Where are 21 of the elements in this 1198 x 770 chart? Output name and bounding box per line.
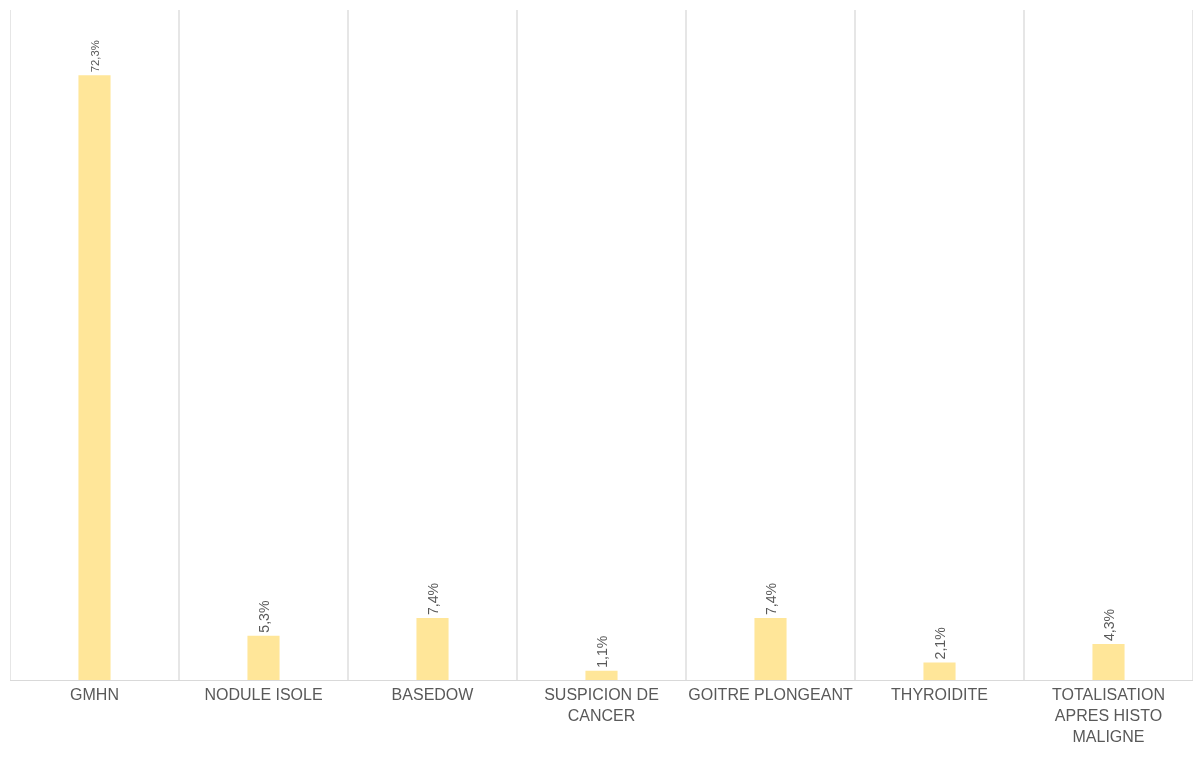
x-tick-label: SUSPICION DE CANCER bbox=[544, 686, 659, 724]
bar bbox=[416, 618, 449, 680]
bar bbox=[247, 635, 280, 680]
data-label: 1,1% bbox=[593, 635, 610, 668]
x-tick-label: NODULE ISOLE bbox=[204, 686, 323, 704]
x-tick-label: GMHN bbox=[70, 686, 119, 704]
x-tick-label: THYROIDITE bbox=[891, 686, 988, 704]
bar bbox=[754, 618, 787, 680]
data-label: 5,3% bbox=[255, 600, 272, 633]
data-label: 4,3% bbox=[1100, 608, 1117, 642]
x-tick-label: GOITRE PLONGEANT bbox=[688, 686, 853, 704]
x-tick-label: TOTALISATION APRES HISTO MALIGNE bbox=[1052, 686, 1165, 745]
x-tick-label: BASEDOW bbox=[391, 686, 475, 704]
bar bbox=[585, 670, 618, 680]
bar bbox=[1092, 644, 1125, 680]
bar bbox=[923, 662, 956, 680]
data-label: 7,4% bbox=[762, 582, 779, 616]
data-label: 2,1% bbox=[931, 626, 948, 660]
data-label: 72,3% bbox=[88, 40, 101, 73]
bar bbox=[78, 75, 111, 680]
data-label: 7,4% bbox=[424, 582, 441, 616]
